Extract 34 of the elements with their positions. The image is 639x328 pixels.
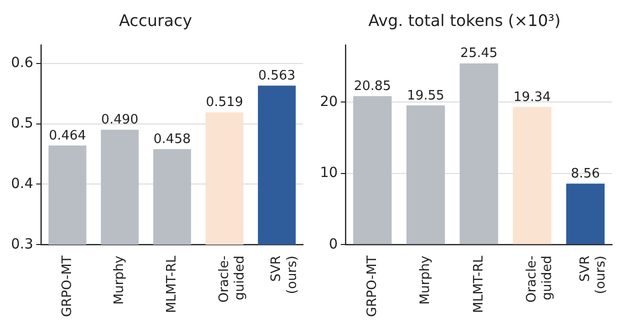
bar [460,63,498,244]
data-label: 0.563 [258,68,296,84]
data-label: 20.85 [354,78,392,94]
y-tick-label: 0.4 [11,176,34,192]
y-tick-label: 0.6 [11,54,34,71]
y-tick-label: 0.3 [11,236,34,252]
chart-title: Avg. total tokens (×10³) [368,10,561,30]
bar [566,184,605,244]
data-label: 19.34 [514,90,551,105]
bar [353,96,392,244]
x-tick-label: SVR (ours) [269,256,300,294]
y-tick-label: 0.5 [11,115,34,132]
data-label: 25.45 [460,46,498,62]
data-label: 0.490 [101,112,138,128]
bar [406,105,445,244]
data-label: 19.55 [407,88,444,104]
x-tick-label: GRPO-MT [364,256,380,317]
y-tick-label: 20 [320,94,338,110]
x-tick-label: MLMT-RL [471,254,486,313]
chart-title: Accuracy [118,10,192,30]
data-label: 0.464 [48,128,86,144]
x-tick-label: MLMT-RL [164,254,180,313]
bar [512,106,552,244]
data-label: 8.56 [570,166,600,182]
y-tick-label: 10 [320,165,338,182]
y-tick-label: 0 [328,236,338,252]
data-label: 0.458 [154,132,191,148]
x-tick-label: GRPO-MT [60,256,75,317]
x-tick-label: Murphy [418,255,434,305]
x-tick-label: SVR (ours) [578,256,608,294]
data-label: 0.519 [206,95,244,110]
x-tick-label: Oracle-guided [524,255,556,303]
x-tick-label: Murphy [112,255,128,305]
x-tick-label: Oracle-guided [216,255,248,303]
